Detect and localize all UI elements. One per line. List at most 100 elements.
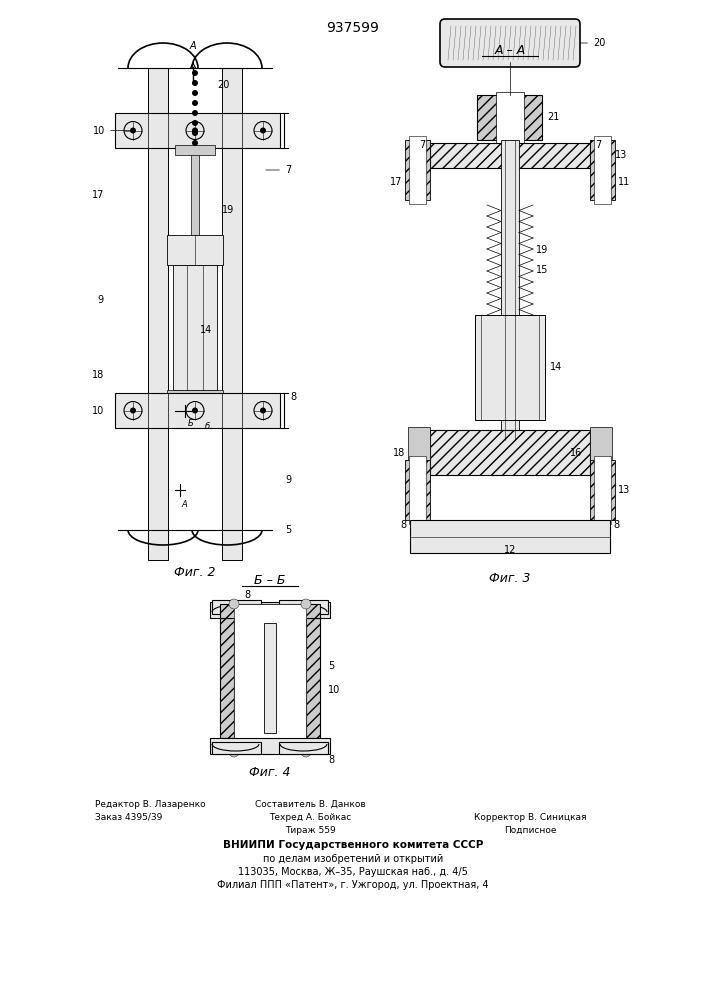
Bar: [477, 95, 542, 140]
Circle shape: [192, 120, 198, 126]
Circle shape: [192, 110, 198, 116]
Text: 18: 18: [92, 370, 104, 380]
Bar: [430, 430, 590, 475]
Bar: [212, 742, 261, 754]
Bar: [115, 113, 280, 148]
Bar: [409, 456, 426, 524]
Text: Подписное: Подписное: [504, 826, 556, 835]
Text: 17: 17: [92, 190, 104, 200]
FancyBboxPatch shape: [440, 19, 580, 67]
Bar: [222, 68, 242, 560]
Circle shape: [192, 127, 198, 133]
Bar: [220, 618, 234, 738]
Bar: [264, 623, 276, 733]
Text: 9: 9: [285, 475, 291, 485]
Bar: [594, 456, 611, 524]
Bar: [175, 145, 215, 155]
Text: Фиг. 3: Фиг. 3: [489, 572, 531, 584]
Text: 8: 8: [401, 520, 407, 530]
Bar: [220, 604, 320, 618]
Circle shape: [301, 747, 311, 757]
Text: 8: 8: [613, 520, 619, 530]
Bar: [590, 140, 615, 200]
Circle shape: [192, 80, 198, 86]
Text: 14: 14: [550, 362, 562, 372]
Text: 11: 11: [618, 177, 630, 187]
Bar: [234, 604, 306, 752]
Bar: [475, 315, 545, 420]
Text: Фиг. 4: Фиг. 4: [250, 766, 291, 780]
Text: Тираж 559: Тираж 559: [285, 826, 335, 835]
Text: 7: 7: [419, 140, 425, 150]
Text: 9: 9: [98, 295, 104, 305]
Text: 8: 8: [290, 392, 296, 402]
Bar: [405, 140, 430, 200]
Text: Б: Б: [188, 418, 194, 428]
Bar: [430, 143, 590, 168]
Text: Б – Б: Б – Б: [255, 574, 286, 586]
Text: 5: 5: [328, 661, 334, 671]
Bar: [279, 742, 328, 754]
Bar: [409, 136, 426, 204]
Circle shape: [192, 130, 198, 136]
Circle shape: [260, 127, 266, 133]
Bar: [212, 600, 261, 614]
Circle shape: [229, 747, 239, 757]
Text: А: А: [189, 41, 197, 51]
Text: 14: 14: [200, 325, 212, 335]
Bar: [590, 460, 615, 520]
Text: 10: 10: [92, 406, 104, 416]
Text: 15: 15: [536, 265, 549, 275]
Text: 18: 18: [393, 448, 405, 458]
Text: б: б: [205, 422, 210, 431]
Text: 21: 21: [547, 112, 560, 122]
Circle shape: [192, 140, 198, 146]
Bar: [590, 140, 612, 171]
Text: А – А: А – А: [494, 43, 525, 56]
Text: 7: 7: [266, 165, 291, 175]
Text: Редактор В. Лазаренко: Редактор В. Лазаренко: [95, 800, 206, 809]
Text: 19: 19: [536, 245, 548, 255]
Text: Корректор В. Синицкая: Корректор В. Синицкая: [474, 813, 586, 822]
Text: 16: 16: [570, 448, 583, 458]
Text: Филиал ППП «Патент», г. Ужгород, ул. Проектная, 4: Филиал ППП «Патент», г. Ужгород, ул. Про…: [217, 880, 489, 890]
Text: 10: 10: [328, 685, 340, 695]
Circle shape: [192, 70, 198, 76]
Text: 8: 8: [245, 590, 251, 600]
Bar: [148, 68, 168, 560]
Text: 13: 13: [615, 150, 627, 160]
Bar: [191, 145, 199, 395]
Bar: [590, 427, 612, 478]
Text: 8: 8: [328, 755, 334, 765]
Circle shape: [130, 127, 136, 133]
Text: по делам изобретений и открытий: по делам изобретений и открытий: [263, 854, 443, 864]
Bar: [306, 618, 320, 738]
Bar: [408, 140, 430, 171]
Circle shape: [130, 408, 136, 414]
Text: 20: 20: [217, 80, 229, 90]
Bar: [279, 600, 328, 614]
Text: 13: 13: [618, 485, 630, 495]
Bar: [501, 140, 519, 440]
Text: 20: 20: [580, 38, 605, 48]
Bar: [210, 738, 330, 754]
Bar: [210, 602, 330, 618]
Bar: [408, 427, 430, 478]
Text: Техред А. Бойкас: Техред А. Бойкас: [269, 813, 351, 822]
Text: 10: 10: [93, 125, 130, 135]
Bar: [594, 136, 611, 204]
Bar: [115, 393, 280, 428]
Text: Составитель В. Данков: Составитель В. Данков: [255, 800, 366, 809]
Circle shape: [229, 599, 239, 609]
Text: 19: 19: [222, 205, 234, 215]
Text: 113035, Москва, Ж–35, Раушская наб., д. 4/5: 113035, Москва, Ж–35, Раушская наб., д. …: [238, 867, 468, 877]
Text: Фиг. 2: Фиг. 2: [174, 566, 216, 578]
Circle shape: [301, 599, 311, 609]
Circle shape: [192, 100, 198, 106]
Bar: [496, 92, 524, 143]
Text: 5: 5: [285, 525, 291, 535]
Circle shape: [192, 408, 198, 414]
Text: ВНИИПИ Государственного комитета СССР: ВНИИПИ Государственного комитета СССР: [223, 840, 483, 850]
Bar: [220, 738, 320, 752]
Circle shape: [192, 90, 198, 96]
